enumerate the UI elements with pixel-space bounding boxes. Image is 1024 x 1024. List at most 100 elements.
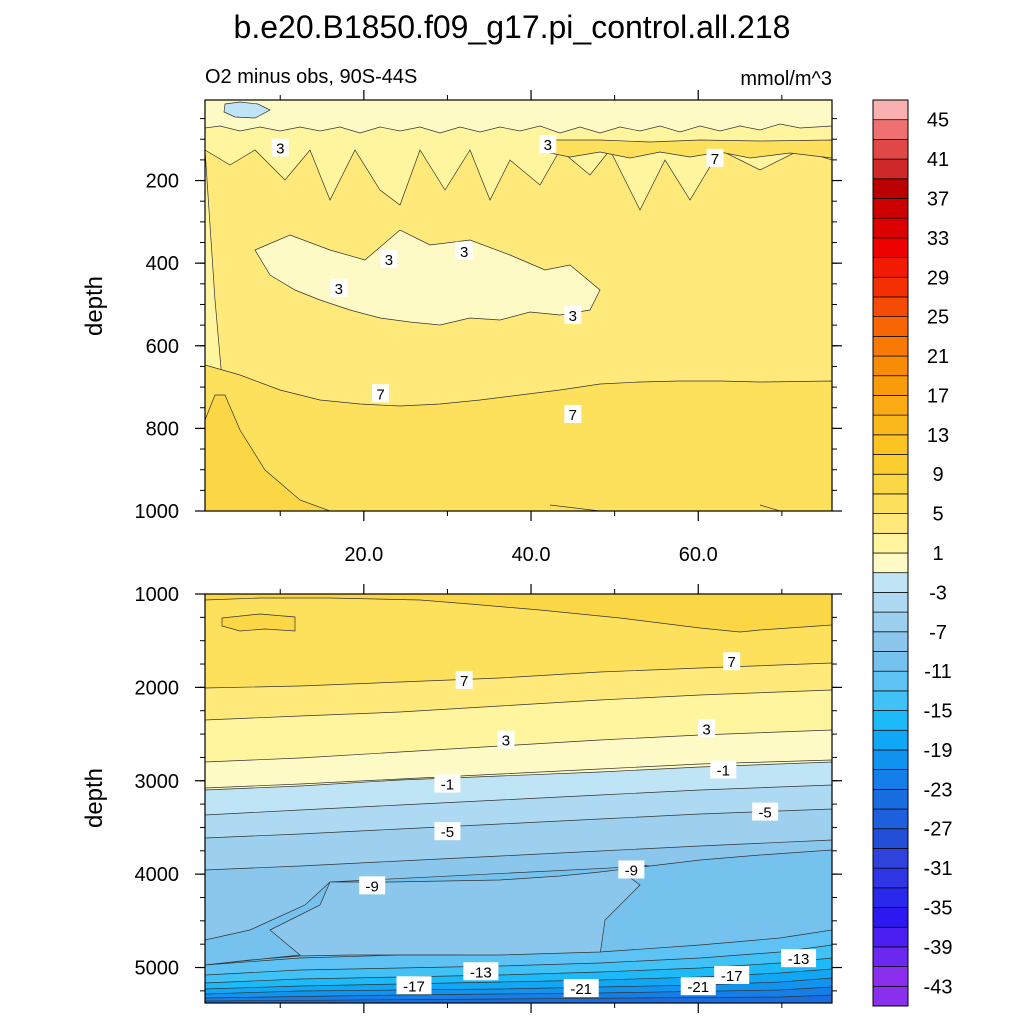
contour-label-text: -13	[788, 951, 810, 968]
contour-label-bg	[396, 976, 432, 995]
colorbar-tick-label: 37	[927, 188, 949, 210]
contour-label-bg	[434, 822, 461, 841]
colorbar-segment	[872, 473, 909, 495]
colorbar-segment	[872, 296, 909, 318]
colorbar-segment	[872, 651, 909, 672]
lower-plot-frame	[204, 593, 833, 1004]
colorbar-segment	[872, 99, 909, 121]
contour-label-bg	[380, 250, 398, 269]
colorbar-tick-label: 9	[932, 464, 943, 486]
contour-label-bg	[330, 278, 348, 297]
colorbar-tick-label: 21	[927, 346, 949, 368]
contour-label: -21	[563, 979, 599, 998]
contour-label-text: 3	[385, 252, 393, 269]
colorbar-segment	[872, 788, 909, 810]
contour-label-bg	[463, 962, 499, 981]
upper-surface-band	[205, 100, 832, 134]
colorbar-tick-label: -19	[924, 740, 953, 762]
contour-label-text: -21	[687, 979, 709, 996]
y-tick-label: 600	[146, 336, 179, 358]
panel-units: mmol/m^3	[740, 68, 832, 90]
colorbar-segment	[872, 985, 909, 1007]
upper-contour-labels: 3 3 7 3 3 3 3 7 7	[271, 135, 724, 424]
colorbar-segment	[872, 552, 909, 574]
contour-label-text: -9	[366, 878, 379, 895]
upper-ylabel: depth	[81, 276, 108, 336]
colorbar-tick-label: 17	[927, 385, 949, 407]
y-tick-label: 200	[146, 171, 179, 193]
contour-label: -5	[434, 822, 461, 841]
colorbar-segment	[872, 335, 909, 357]
upper-contour-fill	[205, 100, 832, 511]
contour-label-text: -5	[758, 805, 771, 822]
contour-label-text: 7	[728, 654, 736, 671]
contour-label-text: -1	[441, 777, 454, 794]
colorbar-tick-label: 29	[927, 267, 949, 289]
contour-label-text: 3	[335, 281, 343, 298]
colorbar-tick-label: 41	[927, 149, 949, 171]
colorbar-segment	[872, 434, 909, 455]
contour-label-bg	[710, 760, 737, 779]
lower-axes: 1000 2000 3000 4000 5000	[135, 584, 842, 1013]
y-tick-label: 2000	[135, 677, 180, 699]
contour-label-text: 7	[460, 673, 468, 690]
colorbar-tick-label: -39	[924, 937, 953, 959]
colorbar-segment	[872, 848, 909, 869]
contour-label-bg	[563, 979, 599, 998]
contour-label-bg	[455, 241, 473, 260]
colorbar-segment	[872, 966, 909, 987]
colorbar-segment	[872, 749, 909, 771]
colorbar-tick-label: -43	[924, 976, 953, 998]
colorbar-tick-label: 45	[927, 110, 949, 132]
y-tick-label: 5000	[135, 958, 180, 980]
colorbar-frame	[872, 99, 909, 1007]
lower-band-9to11-patch	[221, 613, 296, 632]
contour-label: -13	[781, 949, 817, 968]
colorbar-tick-label: -31	[924, 858, 953, 880]
colorbar-segment	[872, 355, 909, 377]
colorbar-tick-label: -23	[924, 779, 953, 801]
contour-label: -9	[618, 860, 645, 879]
contour-label: 3	[380, 250, 398, 269]
colorbar-segment	[872, 257, 909, 278]
panel-subtitle: O2 minus obs, 90S-44S	[205, 66, 417, 88]
lower-panel: 1000 2000 3000 4000 5000 7 7 3 3 -1 -1 -5 -5 -9 -9 -13…	[81, 584, 842, 1013]
contour-label: 7	[564, 404, 582, 424]
contour-label-text: -5	[441, 824, 454, 841]
colorbar-segment	[872, 532, 909, 554]
contour-label-text: 3	[544, 137, 552, 154]
colorbar-segment	[872, 139, 909, 160]
contour-label: -13	[463, 962, 499, 981]
contour-label: 3	[271, 138, 289, 158]
colorbar-segment	[872, 769, 909, 790]
contour-label-text: 3	[276, 141, 284, 158]
contour-label: -1	[434, 774, 461, 794]
contour-label-bg	[372, 384, 390, 403]
colorbar-tick-label: -15	[924, 701, 953, 723]
contour-label-bg	[434, 774, 461, 793]
colorbar-segment	[872, 611, 909, 633]
y-tick-label: 800	[146, 418, 179, 440]
colorbar-segment	[872, 631, 909, 652]
contour-label-text: 7	[711, 151, 719, 168]
colorbar-segment	[872, 592, 909, 613]
lower-band-neg25to23	[205, 994, 832, 1003]
colorbar-tick-label: 5	[932, 504, 943, 526]
upper-deep-corner	[205, 394, 331, 511]
colorbar-segment	[872, 237, 909, 258]
contour-label-bg	[271, 138, 289, 157]
colorbar-segment	[872, 493, 909, 514]
colorbar-segment	[872, 572, 909, 593]
colorbar-segment	[872, 887, 909, 908]
contour-label-bg	[752, 802, 779, 821]
colorbar-segment	[872, 198, 909, 219]
contour-label-text: -9	[625, 862, 638, 879]
contour-label-text: -1	[717, 763, 730, 780]
contour-label: 3	[497, 730, 515, 750]
x-tick-label: 20.0	[344, 544, 383, 566]
colorbar-tick-label: -3	[929, 582, 947, 604]
colorbar-tick-label: 33	[927, 228, 949, 250]
colorbar-tick-label: -11	[924, 661, 951, 683]
contour-label-text: 3	[502, 733, 510, 750]
contour-label: 3	[564, 305, 582, 325]
